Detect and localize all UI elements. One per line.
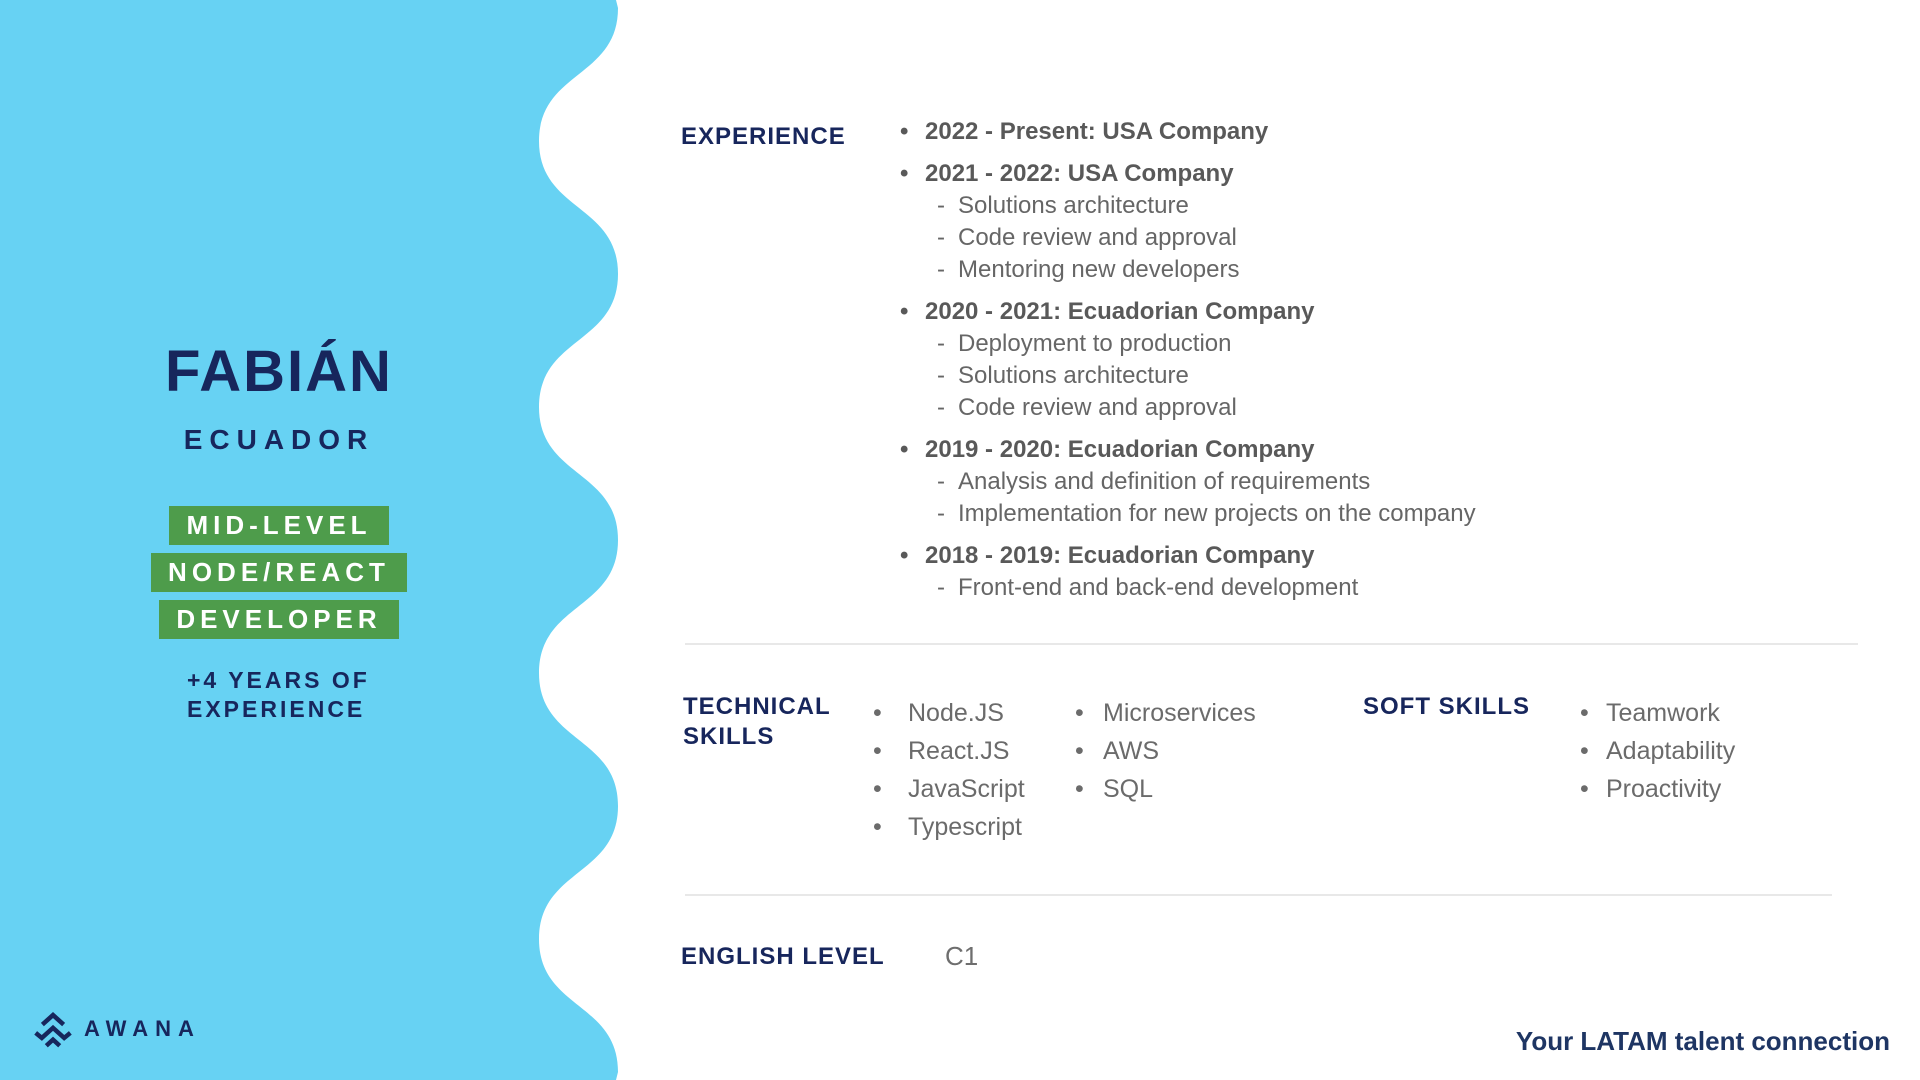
dash-icon: - (937, 224, 945, 251)
awana-logo: AWANA (34, 1010, 201, 1048)
experience-item: • 2020 - 2021: Ecuadorian Company - Deploym… (900, 296, 1660, 424)
dash-icon: - (937, 192, 945, 219)
soft-skills-section-label: SOFT SKILLS (1363, 693, 1530, 720)
experience-item-detail: - Solutions architecture (900, 190, 1660, 222)
section-divider (685, 894, 1832, 896)
soft-skill-item: • Adaptability (1580, 732, 1735, 770)
experience-item-detail: - Deployment to production (900, 328, 1660, 360)
experience-item-title: • 2022 - Present: USA Company (900, 116, 1660, 148)
experience-item-title: • 2018 - 2019: Ecuadorian Company (900, 540, 1660, 572)
awana-logo-text: AWANA (84, 1016, 201, 1041)
technical-skills-column-2: • Microservices • AWS • SQL (1075, 694, 1256, 808)
dash-icon: - (937, 574, 945, 601)
experience-item-detail: - Implementation for new projects on the … (900, 498, 1660, 530)
years-of-experience: +4 YEARS OF EXPERIENCE (187, 667, 370, 722)
bullet-icon: • (1580, 737, 1589, 765)
experience-section-label: EXPERIENCE (681, 123, 846, 150)
bullet-icon: • (900, 542, 909, 569)
technical-skills-section-label: TECHNICAL SKILLS (683, 693, 831, 750)
awana-chevron-icon (34, 1010, 72, 1048)
role-badge: MID-LEVEL (169, 506, 389, 545)
bullet-icon: • (1075, 775, 1084, 803)
dash-icon: - (937, 362, 945, 389)
experience-item: • 2022 - Present: USA Company (900, 116, 1660, 148)
dash-icon: - (937, 330, 945, 357)
bullet-icon: • (1075, 737, 1084, 765)
technical-skill-item: • Typescript (873, 808, 1025, 846)
experience-item-detail: - Mentoring new developers (900, 254, 1660, 286)
experience-item: • 2021 - 2022: USA Company - Solutions arch… (900, 158, 1660, 286)
bullet-icon: • (1580, 699, 1589, 727)
experience-item-detail: - Solutions architecture (900, 360, 1660, 392)
technical-skill-item: • Microservices (1075, 694, 1256, 732)
bullet-icon: • (873, 699, 882, 727)
technical-skill-item: • React.JS (873, 732, 1025, 770)
experience-item-detail: - Code review and approval (900, 222, 1660, 254)
bullet-icon: • (900, 436, 909, 463)
bullet-icon: • (873, 813, 882, 841)
experience-item-detail: - Analysis and definition of requirements (900, 466, 1660, 498)
dash-icon: - (937, 500, 945, 527)
bullet-icon: • (873, 775, 882, 803)
bullet-icon: • (1580, 775, 1589, 803)
dash-icon: - (937, 256, 945, 283)
experience-item-title: • 2021 - 2022: USA Company (900, 158, 1660, 190)
experience-item-detail: - Code review and approval (900, 392, 1660, 424)
soft-skill-item: • Proactivity (1580, 770, 1735, 808)
section-divider (685, 643, 1858, 645)
experience-item: • 2018 - 2019: Ecuadorian Company - Front-e… (900, 540, 1660, 604)
role-badges: MID-LEVEL NODE/REACT DEVELOPER (0, 506, 558, 639)
sidebar: FABIÁN ECUADOR MID-LEVEL NODE/REACT DEVELO… (0, 0, 560, 1080)
candidate-name: FABIÁN (165, 339, 393, 404)
soft-skill-item: • Teamwork (1580, 694, 1735, 732)
footer-tagline: Your LATAM talent connection (1515, 1026, 1890, 1056)
english-level-label: ENGLISH LEVEL (681, 943, 885, 970)
experience-list: • 2022 - Present: USA Company • 2021 - 2022… (900, 116, 1660, 614)
technical-skills-column-1: • Node.JS • React.JS • JavaScript • Typescript (873, 694, 1025, 846)
experience-item-title: • 2020 - 2021: Ecuadorian Company (900, 296, 1660, 328)
dash-icon: - (937, 394, 945, 421)
technical-skill-item: • SQL (1075, 770, 1256, 808)
soft-skills-list: • Teamwork • Adaptability • Proactivity (1580, 694, 1735, 808)
experience-item-title: • 2019 - 2020: Ecuadorian Company (900, 434, 1660, 466)
technical-skill-item: • JavaScript (873, 770, 1025, 808)
technical-skill-item: • AWS (1075, 732, 1256, 770)
technical-skill-item: • Node.JS (873, 694, 1025, 732)
bullet-icon: • (900, 160, 909, 187)
bullet-icon: • (873, 737, 882, 765)
bullet-icon: • (900, 118, 909, 145)
experience-item: • 2019 - 2020: Ecuadorian Company - Analysi… (900, 434, 1660, 530)
role-badge: DEVELOPER (159, 600, 399, 639)
candidate-country: ECUADOR (183, 424, 375, 455)
experience-item-detail: - Front-end and back-end development (900, 572, 1660, 604)
bullet-icon: • (1075, 699, 1084, 727)
role-badge: NODE/REACT (151, 553, 407, 592)
english-level-value: C1 (945, 941, 979, 971)
dash-icon: - (937, 468, 945, 495)
bullet-icon: • (900, 298, 909, 325)
